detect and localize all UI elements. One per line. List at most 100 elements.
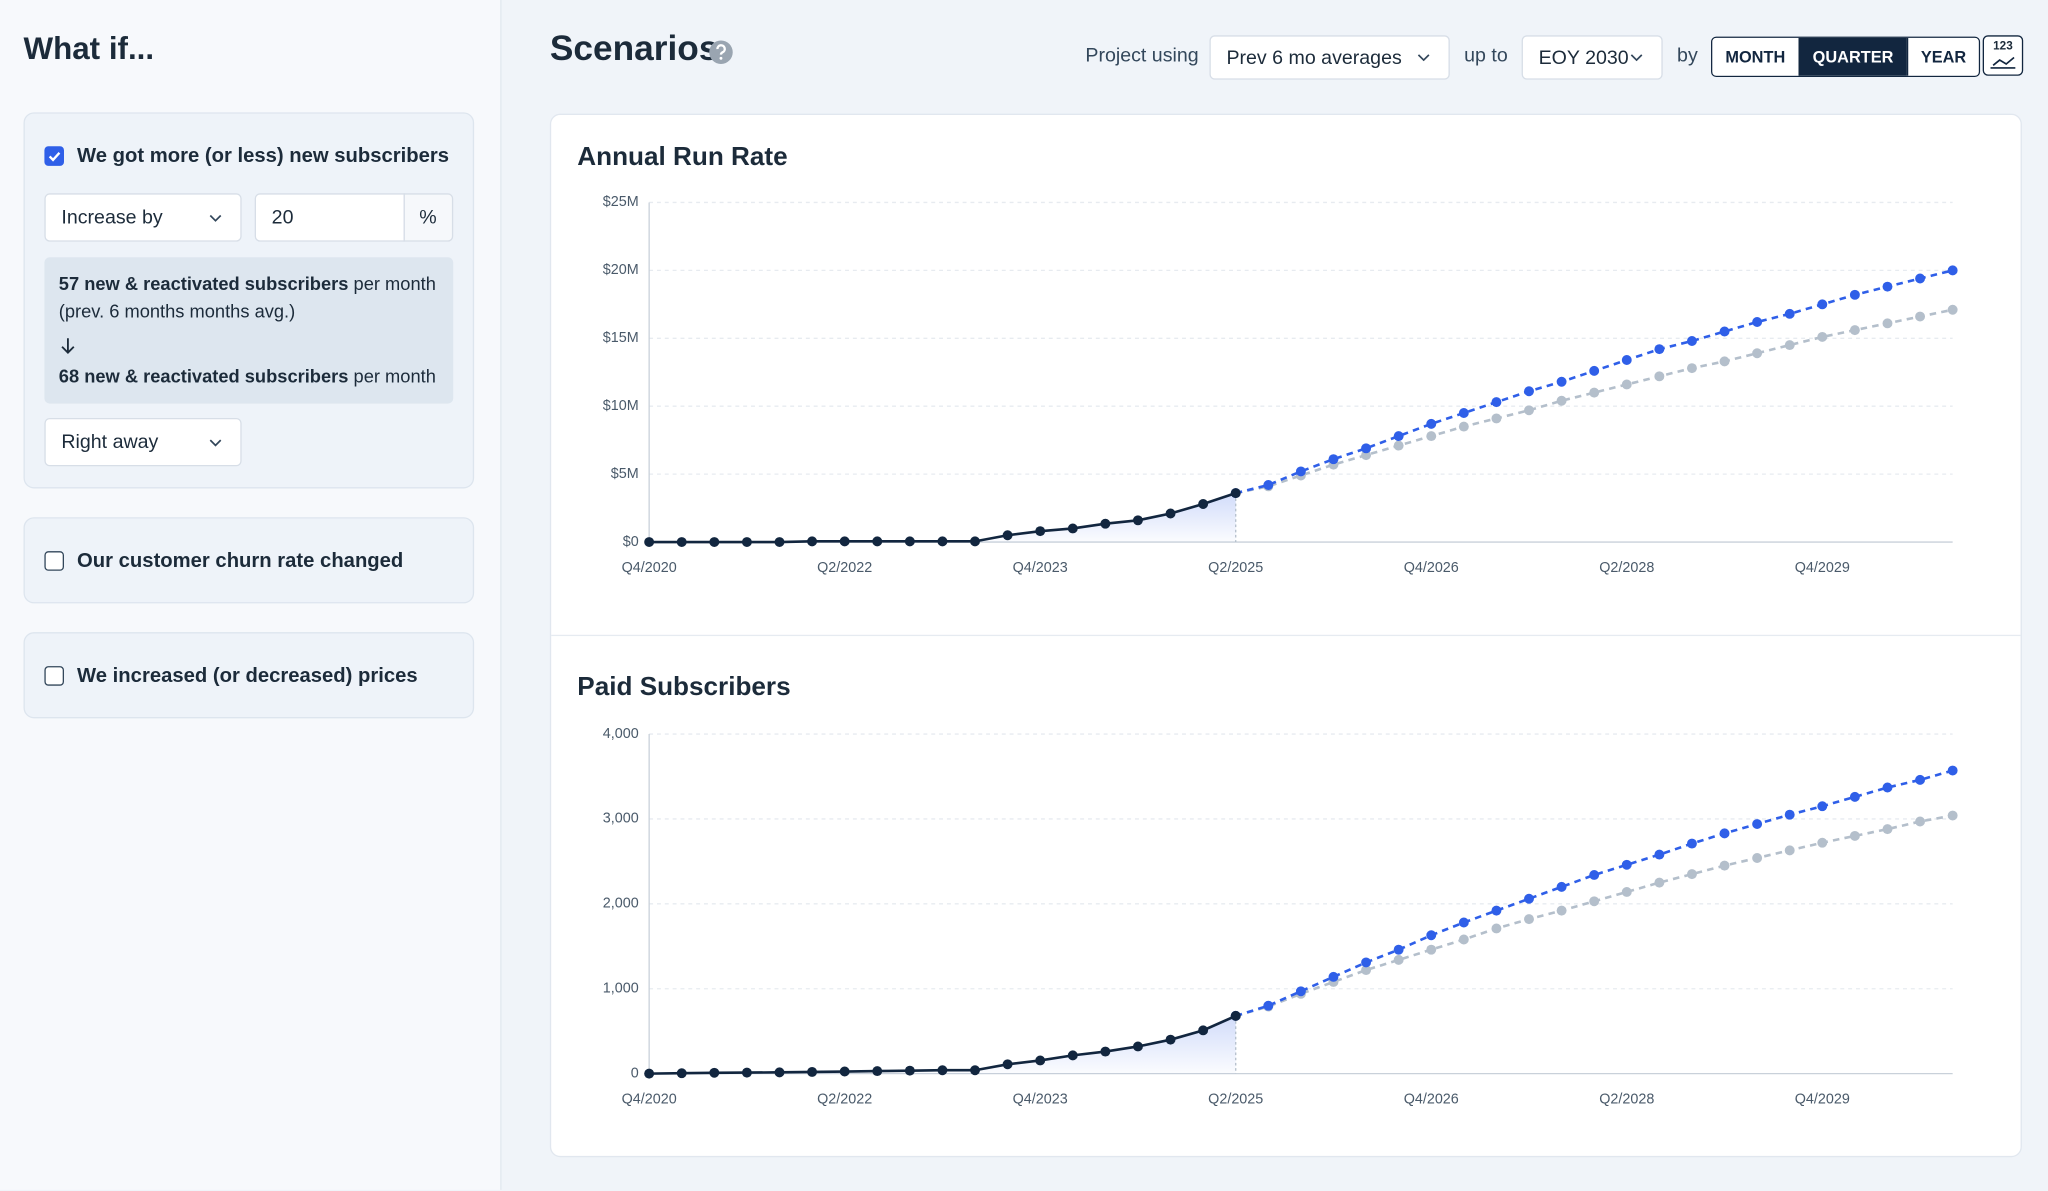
data-point (1621, 355, 1632, 365)
data-point (1784, 845, 1795, 856)
data-point (1263, 1000, 1274, 1011)
mode-select[interactable]: Increase by (44, 193, 242, 242)
data-point (644, 537, 655, 548)
data-point (839, 536, 850, 547)
help-icon[interactable] (708, 39, 734, 65)
data-point (1524, 893, 1534, 904)
icon-graph (1990, 56, 2016, 69)
data-point (1556, 881, 1567, 892)
scenario-label[interactable]: Our customer churn rate changed (77, 549, 404, 573)
area-fill (649, 1015, 1236, 1074)
x-tick-label: Q4/2020 (622, 560, 677, 576)
data-point (1002, 1059, 1013, 1070)
data-point (872, 1066, 883, 1077)
amount-text: 20 (271, 206, 294, 229)
data-point (1491, 923, 1502, 934)
method-select[interactable]: Prev 6 mo averages (1209, 35, 1450, 80)
summary-box: 57 new & reactivated subscribers per mon… (44, 257, 454, 404)
data-point (1426, 930, 1437, 941)
data-point (1393, 440, 1404, 451)
data-point (1393, 954, 1404, 965)
data-point (1882, 824, 1893, 835)
y-tick-label: $10M (603, 398, 639, 414)
data-point (1132, 515, 1143, 526)
horizon-select[interactable]: EOY 2030 (1521, 35, 1663, 80)
unit-text: % (419, 206, 437, 229)
y-tick-label: $20M (603, 262, 639, 278)
checkbox[interactable] (44, 666, 64, 686)
checkbox[interactable] (44, 551, 64, 571)
data-point (1295, 986, 1306, 997)
data-point (1426, 418, 1437, 429)
data-point (1198, 1025, 1209, 1036)
period-button[interactable]: QUARTER (1798, 37, 1907, 76)
data-point (1295, 466, 1306, 477)
data-point (1230, 488, 1241, 499)
data-point (1556, 395, 1567, 406)
checkbox[interactable] (44, 146, 64, 166)
data-point (1719, 326, 1730, 337)
data-point (1556, 376, 1567, 387)
sidebar: What if... We got more (or less) new sub… (0, 0, 502, 1190)
timing-select[interactable]: Right away (44, 417, 242, 467)
data-point (1817, 837, 1828, 848)
data-point (1686, 869, 1697, 880)
method-text: Prev 6 mo averages (1226, 46, 1402, 69)
data-point (1686, 838, 1697, 849)
labels-toggle[interactable]: 123 (1982, 35, 2024, 76)
data-point (1361, 450, 1372, 461)
data-point (1784, 809, 1795, 820)
x-tick-label: Q4/2023 (1013, 1092, 1068, 1108)
data-point (1067, 523, 1078, 534)
data-point (1947, 304, 1958, 315)
data-point (644, 1068, 655, 1079)
series-line (1235, 769, 1954, 1018)
data-point (1947, 810, 1958, 821)
data-point (1002, 530, 1013, 541)
data-point (1817, 299, 1828, 310)
control-label: by (1677, 44, 1698, 67)
data-point (1035, 1055, 1046, 1066)
data-point (839, 1066, 850, 1077)
data-point (1915, 816, 1926, 827)
data-point (1784, 308, 1795, 319)
data-point (1654, 344, 1665, 355)
data-point (1426, 944, 1437, 955)
y-tick-label: 1,000 (603, 981, 639, 997)
scenario-label[interactable]: We got more (or less) new subscribers (77, 144, 450, 168)
x-tick-label: Q4/2020 (622, 1092, 677, 1108)
data-point (1915, 774, 1926, 785)
summary-bold: 57 new & reactivated subscribers (58, 272, 349, 294)
data-point (1915, 311, 1926, 322)
data-point (970, 1065, 980, 1076)
timing-text: Right away (61, 431, 159, 454)
data-point (904, 1065, 915, 1076)
data-point (937, 1065, 948, 1076)
y-tick-label: $5M (611, 466, 639, 482)
data-point (709, 1067, 720, 1078)
x-tick-label: Q2/2028 (1599, 560, 1654, 576)
period-button[interactable]: YEAR (1906, 37, 1980, 76)
data-point (1589, 870, 1600, 880)
data-point (774, 1067, 785, 1078)
data-point (1719, 356, 1730, 367)
unit-box: % (403, 193, 454, 242)
y-tick-label: $0 (623, 534, 639, 550)
period-button[interactable]: MONTH (1712, 37, 1799, 76)
data-point (872, 536, 883, 547)
data-point (904, 536, 915, 547)
data-point (676, 1068, 687, 1079)
data-point (1328, 454, 1339, 465)
data-point (741, 537, 752, 548)
data-point (1393, 431, 1404, 442)
data-point (1361, 957, 1372, 968)
summary-rest: per month (353, 365, 436, 387)
control-label: up to (1464, 44, 1508, 67)
scenario-label[interactable]: We increased (or decreased) prices (77, 664, 418, 688)
scenario-card: We increased (or decreased) prices (23, 632, 475, 719)
data-point (1426, 431, 1437, 442)
data-point (1491, 397, 1502, 408)
amount-input[interactable]: 20 (254, 193, 405, 242)
data-point (1491, 413, 1502, 424)
